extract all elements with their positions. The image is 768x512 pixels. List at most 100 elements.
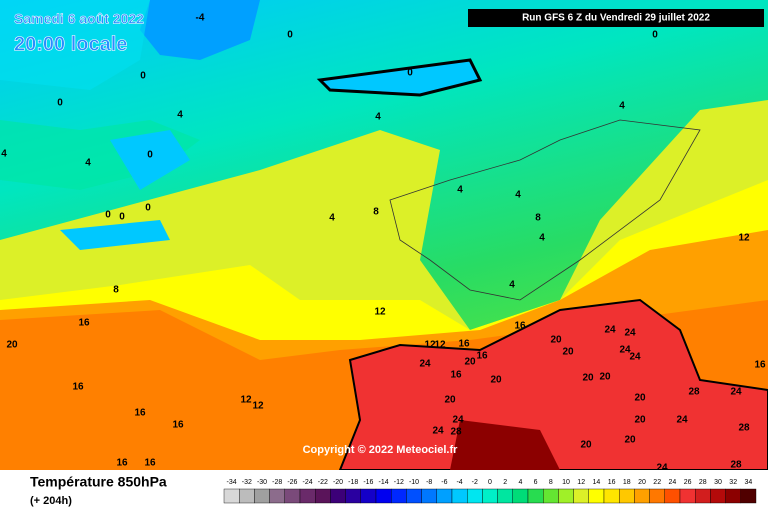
contour-label: 4	[539, 233, 545, 244]
scale-tick-label: 32	[729, 479, 737, 486]
scale-tick-label: 4	[518, 479, 522, 486]
color-swatch	[375, 488, 392, 504]
color-swatch	[619, 488, 635, 504]
color-swatch	[467, 488, 483, 504]
scale-tick-label: -4	[456, 479, 462, 486]
contour-label: 20	[634, 415, 646, 426]
color-swatch	[451, 488, 468, 504]
scale-tick-label: 8	[549, 479, 553, 486]
contour-label: 28	[688, 387, 700, 398]
scale-tick-label: 20	[638, 479, 646, 486]
contour-label: 0	[652, 30, 658, 41]
contour-label: 28	[450, 427, 462, 438]
contour-label: 24	[619, 345, 631, 356]
contour-label: 4	[85, 158, 91, 169]
scale-tick-label: -24	[303, 479, 313, 486]
color-swatch	[269, 488, 286, 504]
scale-tick-label: 14	[593, 479, 601, 486]
color-swatch	[512, 488, 529, 504]
contour-label: 16	[172, 420, 184, 431]
contour-label: 0	[287, 30, 293, 41]
contour-label: 12	[434, 340, 446, 351]
contour-label: 0	[407, 68, 413, 79]
contour-label: 20	[464, 357, 476, 368]
scale-tick-label: -6	[441, 479, 447, 486]
scale-tick-label: -8	[426, 479, 432, 486]
legend-subtitle: (+ 204h)	[30, 495, 72, 507]
contour-label: 24	[730, 387, 742, 398]
contour-label: 24	[629, 352, 641, 363]
scale-tick-label: -18	[348, 479, 358, 486]
contour-label: 16	[134, 408, 146, 419]
map-time: 20:00 locale	[14, 33, 127, 55]
copyright: Copyright © 2022 Meteociel.fr	[303, 444, 459, 456]
contour-label: 0	[105, 210, 111, 221]
color-swatch	[725, 488, 741, 504]
contour-label: 16	[144, 458, 156, 469]
scale-tick-label: 24	[669, 479, 677, 486]
color-swatch	[527, 488, 544, 504]
color-swatch	[573, 488, 589, 504]
color-swatch	[421, 488, 438, 504]
scale-tick-label: -28	[272, 479, 282, 486]
color-swatch	[330, 488, 346, 504]
contour-label: 28	[730, 460, 742, 471]
contour-label: 0	[57, 98, 63, 109]
scale-tick-label: 0	[488, 479, 492, 486]
contour-label: 8	[535, 213, 541, 224]
color-swatch	[710, 488, 726, 504]
contour-label: 20	[634, 393, 646, 404]
color-swatch	[543, 488, 559, 504]
scale-tick-label: 16	[608, 479, 616, 486]
color-swatch	[634, 488, 650, 504]
contour-label: 4	[515, 190, 521, 201]
contour-label: 4	[619, 101, 625, 112]
color-swatch	[391, 488, 407, 504]
contour-label: 16	[450, 370, 462, 381]
color-swatch	[588, 488, 605, 504]
contour-label: 4	[329, 213, 335, 224]
scale-tick-label: 34	[745, 479, 753, 486]
contour-label: 12	[738, 233, 750, 244]
contour-label: 16	[514, 321, 526, 332]
scale-tick-label: 26	[684, 479, 692, 486]
contour-label: 12	[424, 340, 436, 351]
contour-label: 16	[116, 458, 128, 469]
contour-label: 24	[419, 359, 431, 370]
scale-tick-label: 2	[503, 479, 507, 486]
run-box	[468, 9, 764, 27]
contour-label: 12	[374, 307, 386, 318]
contour-label: 20	[582, 373, 594, 384]
contour-label: 20	[624, 435, 636, 446]
scale-tick-label: -2	[472, 479, 478, 486]
contour-label: 24	[432, 426, 444, 437]
scale-tick-label: 22	[653, 479, 661, 486]
contour-label: 20	[599, 372, 611, 383]
contour-label: 20	[6, 340, 18, 351]
color-swatch	[482, 488, 498, 504]
contour-label: 20	[444, 395, 456, 406]
color-swatch	[360, 488, 377, 504]
contour-label: 20	[490, 375, 502, 386]
contour-label: 24	[656, 463, 668, 474]
contour-label: 24	[604, 325, 616, 336]
contour-label: 16	[72, 382, 84, 393]
scale-tick-label: 10	[562, 479, 570, 486]
scale-tick-label: -22	[318, 479, 328, 486]
contour-label: 8	[113, 285, 119, 296]
scale-tick-label: -26	[287, 479, 297, 486]
contour-label: 24	[676, 415, 688, 426]
color-swatch	[603, 488, 620, 504]
color-swatch	[223, 488, 240, 504]
scale-tick-label: -30	[257, 479, 267, 486]
contour-label: -4	[196, 13, 205, 24]
color-swatch	[497, 488, 514, 504]
contour-label: 12	[240, 395, 252, 406]
color-swatch	[284, 488, 301, 504]
contour-label: 20	[580, 440, 592, 451]
color-swatch	[238, 488, 255, 504]
contour-label: 20	[550, 335, 562, 346]
scale-tick-label: -10	[409, 479, 419, 486]
